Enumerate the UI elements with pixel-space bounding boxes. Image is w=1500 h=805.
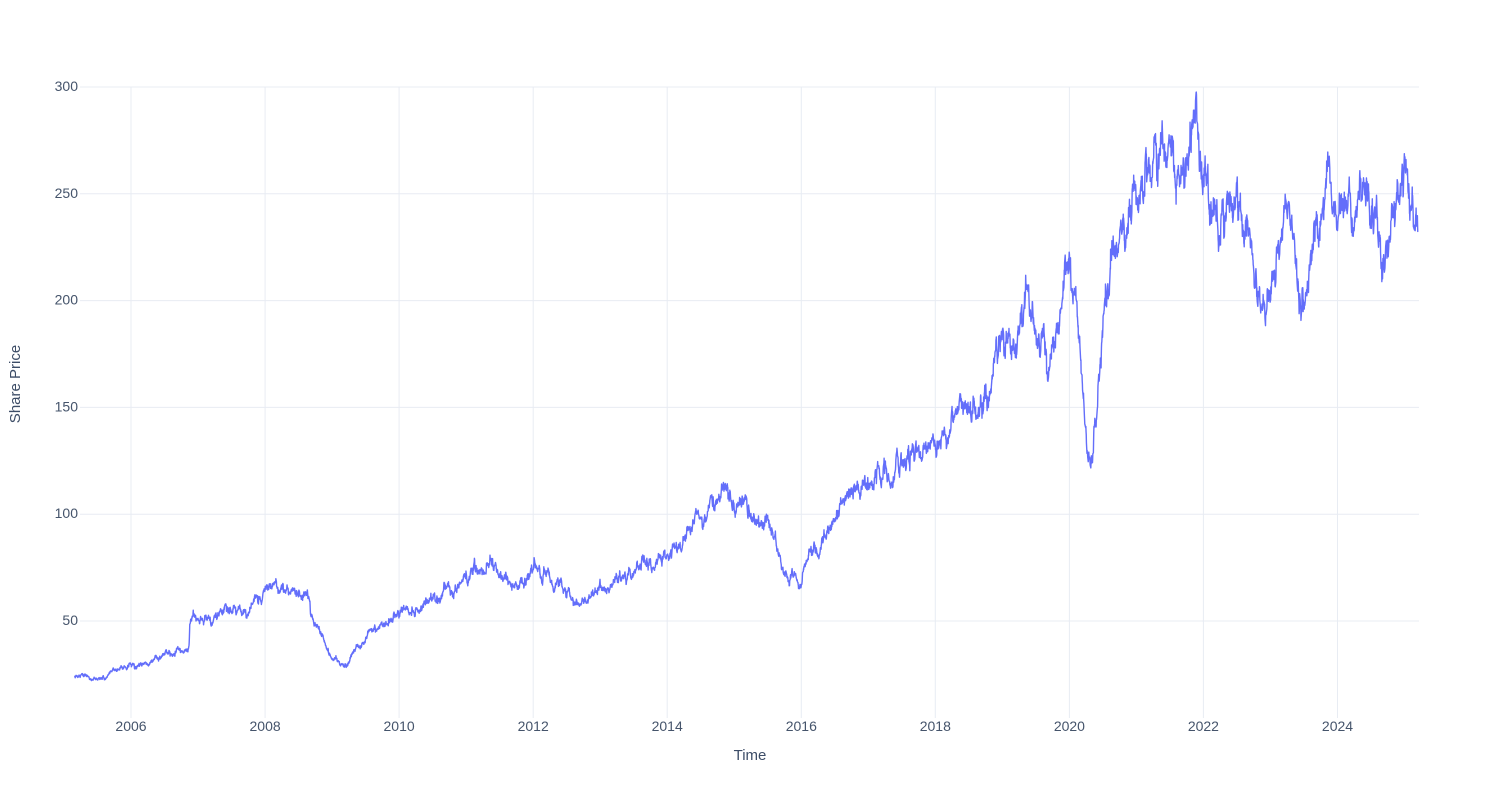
svg-text:2018: 2018 — [920, 718, 951, 734]
svg-text:2014: 2014 — [652, 718, 683, 734]
svg-text:2010: 2010 — [384, 718, 415, 734]
svg-text:200: 200 — [55, 292, 79, 308]
svg-text:2020: 2020 — [1054, 718, 1085, 734]
svg-text:2024: 2024 — [1322, 718, 1353, 734]
svg-text:150: 150 — [55, 398, 79, 414]
svg-text:Time: Time — [734, 747, 767, 764]
svg-text:2016: 2016 — [786, 718, 817, 734]
svg-text:2008: 2008 — [250, 718, 281, 734]
svg-text:2006: 2006 — [115, 718, 146, 734]
svg-text:50: 50 — [62, 612, 78, 628]
svg-text:250: 250 — [55, 185, 79, 201]
svg-text:2022: 2022 — [1188, 718, 1219, 734]
svg-text:100: 100 — [55, 505, 79, 521]
svg-text:Share Price: Share Price — [7, 345, 24, 423]
svg-text:2012: 2012 — [518, 718, 549, 734]
svg-text:300: 300 — [55, 78, 79, 94]
